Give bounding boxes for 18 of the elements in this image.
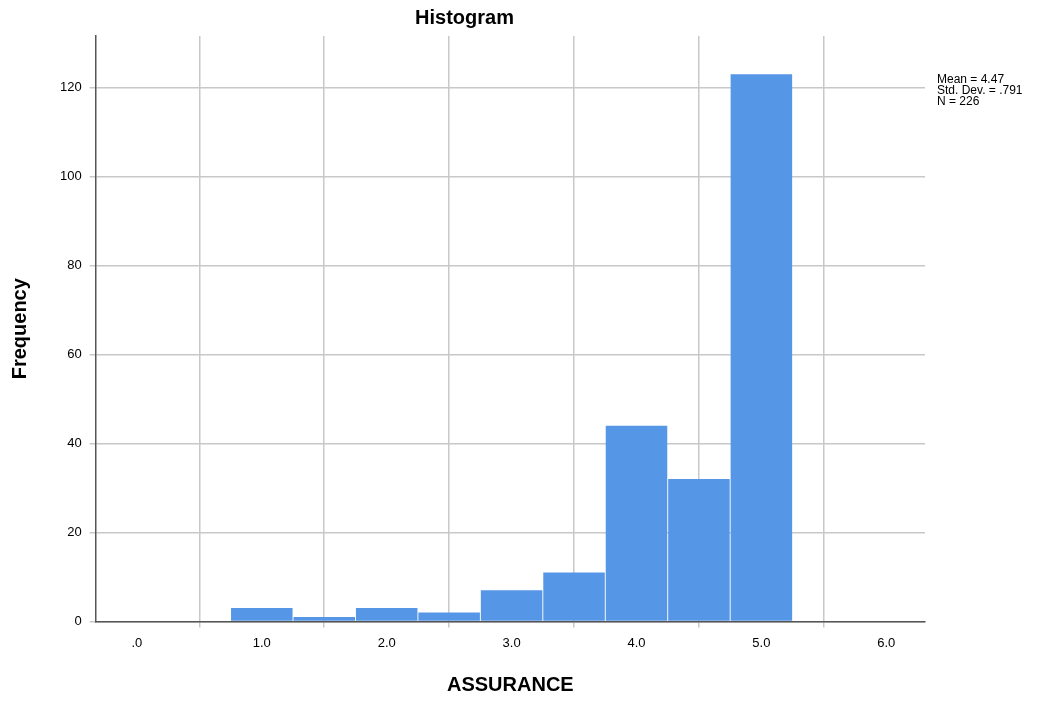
y-axis-title: Frequency (7, 277, 30, 380)
x-axis-title: ASSURANCE (447, 672, 574, 695)
y-tick-label: 0 (74, 612, 82, 628)
y-tick-label: 80 (67, 257, 82, 273)
chart-title: Histogram (415, 5, 514, 28)
x-tick-label: 4.0 (627, 634, 646, 650)
y-tick-label: 20 (67, 524, 82, 540)
y-tick-label: 40 (67, 435, 82, 451)
x-tick-label: .0 (131, 634, 143, 650)
y-tick-label: 120 (59, 79, 82, 95)
text: N = 226 (937, 94, 980, 109)
y-tick-label: 60 (67, 346, 82, 362)
x-tick-label: 1.0 (252, 634, 271, 650)
x-tick-label: 6.0 (877, 634, 896, 650)
y-tick-label: 100 (59, 168, 82, 184)
x-tick-label: 5.0 (752, 634, 771, 650)
x-tick-label: 2.0 (377, 634, 396, 650)
x-tick-label: 3.0 (502, 634, 521, 650)
